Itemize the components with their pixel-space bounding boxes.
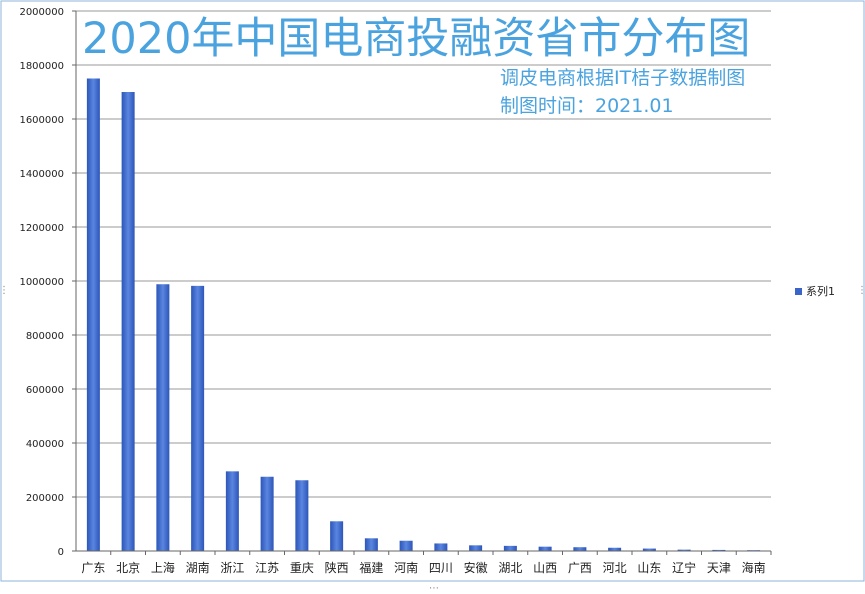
y-tick-label: 1200000 [19, 223, 64, 234]
x-tick-label: 辽宁 [672, 560, 696, 575]
bar [121, 92, 135, 551]
bar [156, 284, 170, 551]
y-tick-label: 1800000 [19, 61, 64, 72]
chart-border [0, 0, 865, 582]
chart-legend: 系列1 [795, 283, 835, 299]
y-tick-label: 400000 [26, 439, 64, 450]
bar [434, 543, 448, 551]
x-tick-label: 福建 [359, 560, 383, 575]
bar [364, 538, 378, 551]
bar [191, 285, 205, 551]
bar [538, 546, 552, 551]
legend-label: 系列1 [806, 285, 835, 298]
x-tick-label: 河北 [603, 561, 627, 575]
y-tick-label: 800000 [26, 331, 64, 342]
x-tick-label: 陕西 [325, 560, 349, 575]
resize-handle-bottom[interactable]: ⋯ [429, 583, 439, 594]
chart-subtitle-line-1: 调皮电商根据IT桔子数据制图 [500, 67, 746, 89]
x-tick-label: 江苏 [255, 561, 279, 575]
y-tick-label: 600000 [26, 385, 64, 396]
bar [573, 547, 587, 551]
bar [225, 471, 239, 551]
x-tick-label: 海南 [742, 560, 766, 575]
bar [503, 545, 517, 551]
y-tick-label: 200000 [26, 493, 64, 504]
x-tick-label: 安徽 [464, 560, 488, 575]
x-tick-label: 浙江 [220, 561, 244, 575]
x-tick-label: 重庆 [290, 561, 314, 575]
resize-handle-right[interactable]: ⋮ [857, 285, 865, 296]
bar [399, 540, 413, 551]
x-tick-label: 北京 [116, 561, 140, 575]
bar [677, 549, 691, 551]
y-tick-label: 2000000 [19, 7, 64, 18]
bar [712, 549, 726, 551]
chart-title: 2020年中国电商投融资省市分布图 [82, 14, 751, 64]
x-tick-label: 山西 [533, 561, 557, 575]
x-tick-label: 湖北 [498, 560, 522, 575]
chart-subtitle-line-2: 制图时间：2021.01 [500, 95, 674, 117]
bar [469, 545, 483, 551]
bar [642, 548, 656, 551]
x-tick-label: 广西 [568, 561, 592, 575]
y-tick-label: 1600000 [19, 115, 64, 126]
x-tick-label: 上海 [151, 560, 175, 575]
bar [330, 521, 344, 551]
x-tick-label: 山东 [637, 561, 661, 575]
bar [608, 547, 622, 551]
bar [295, 480, 309, 551]
y-tick-label: 1000000 [19, 277, 64, 288]
x-tick-label: 湖南 [186, 560, 210, 575]
resize-handle-left[interactable]: ⋮ [0, 285, 9, 296]
legend-swatch [795, 287, 802, 295]
x-tick-label: 广东 [81, 561, 105, 575]
x-tick-label: 天津 [707, 561, 731, 575]
bar [260, 476, 274, 551]
y-tick-label: 0 [58, 547, 64, 558]
bar [86, 78, 100, 551]
y-tick-label: 1400000 [19, 169, 64, 180]
x-tick-label: 河南 [394, 560, 418, 575]
x-tick-label: 四川 [429, 561, 453, 575]
